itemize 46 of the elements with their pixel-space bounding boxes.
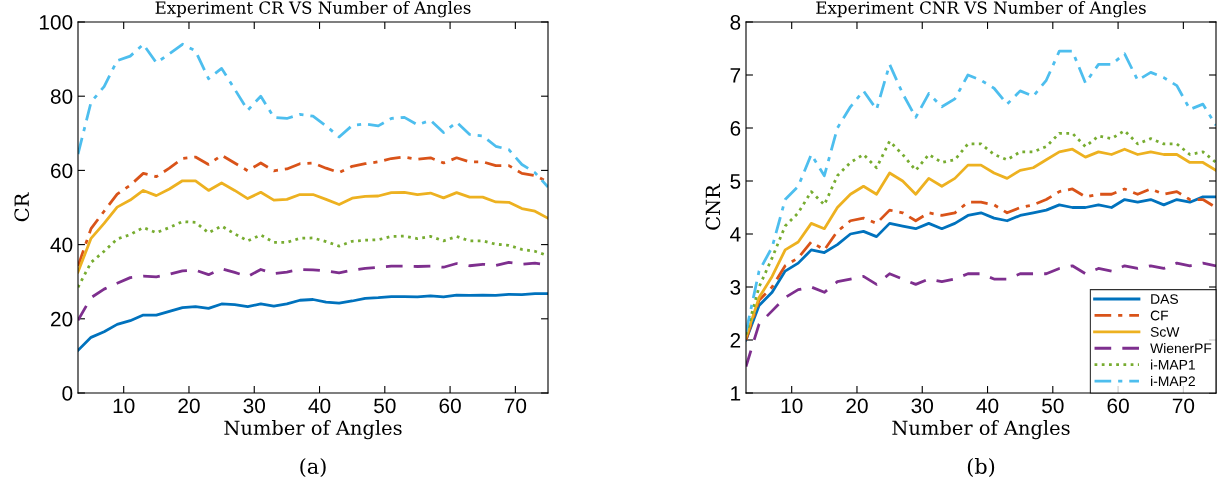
y-axis-title: CR <box>14 192 30 222</box>
y-tick-label: 7 <box>730 68 741 83</box>
y-tick-label: 6 <box>730 121 741 136</box>
y-axis-title: CNR <box>705 183 721 230</box>
text: (a) <box>300 457 326 477</box>
y-tick-label: 5 <box>730 174 741 189</box>
x-tick-label: 20 <box>178 398 200 414</box>
legend-label: i-MAP1 <box>1151 359 1195 370</box>
legend-label: ScW <box>1150 327 1180 337</box>
y-tick-label: 20 <box>51 311 73 327</box>
y-tick-label: 0 <box>62 386 73 401</box>
x-tick-label: 30 <box>243 398 266 414</box>
line-series <box>78 42 548 189</box>
chart-title: Experiment CR VS Number of Angles <box>155 1 471 18</box>
x-tick-label: 50 <box>1042 398 1064 414</box>
x-tick-label: 60 <box>439 398 461 414</box>
x-tick-label: 50 <box>374 398 396 414</box>
legend-label: i-MAP2 <box>1151 375 1195 386</box>
y-tick-label: 3 <box>730 280 741 295</box>
legend-label: DAS <box>1151 294 1179 304</box>
y-tick-label: 80 <box>50 89 73 104</box>
line-series <box>746 261 1216 368</box>
y-tick-label: 60 <box>51 163 73 179</box>
line-series <box>78 292 548 352</box>
x-tick-label: 20 <box>846 398 868 414</box>
y-tick-label: 8 <box>730 15 741 30</box>
x-tick-label: 10 <box>781 398 803 414</box>
x-tick-label: 40 <box>976 398 999 414</box>
y-tick-label: 4 <box>730 227 741 242</box>
x-tick-label: 30 <box>911 398 934 414</box>
x-tick-label: 40 <box>308 398 331 414</box>
y-tick-label: 2 <box>730 333 741 348</box>
legend-label: CF <box>1150 310 1169 321</box>
text: (b) <box>967 457 995 477</box>
x-axis-title: Number of Angles <box>224 420 402 440</box>
y-tick-label: 100 <box>39 15 73 30</box>
x-tick-label: 70 <box>1172 398 1195 414</box>
line-series <box>78 179 548 274</box>
x-tick-label: 10 <box>113 398 135 414</box>
y-tick-label: 40 <box>50 237 73 253</box>
x-tick-label: 60 <box>1107 398 1129 414</box>
x-axis-title: Number of Angles <box>892 420 1070 440</box>
chart-title: Experiment CNR VS Number of Angles <box>816 1 1146 18</box>
legend-label: WienerPF <box>1150 343 1212 354</box>
x-tick-label: 70 <box>504 398 527 414</box>
y-tick-label: 1 <box>731 386 741 401</box>
